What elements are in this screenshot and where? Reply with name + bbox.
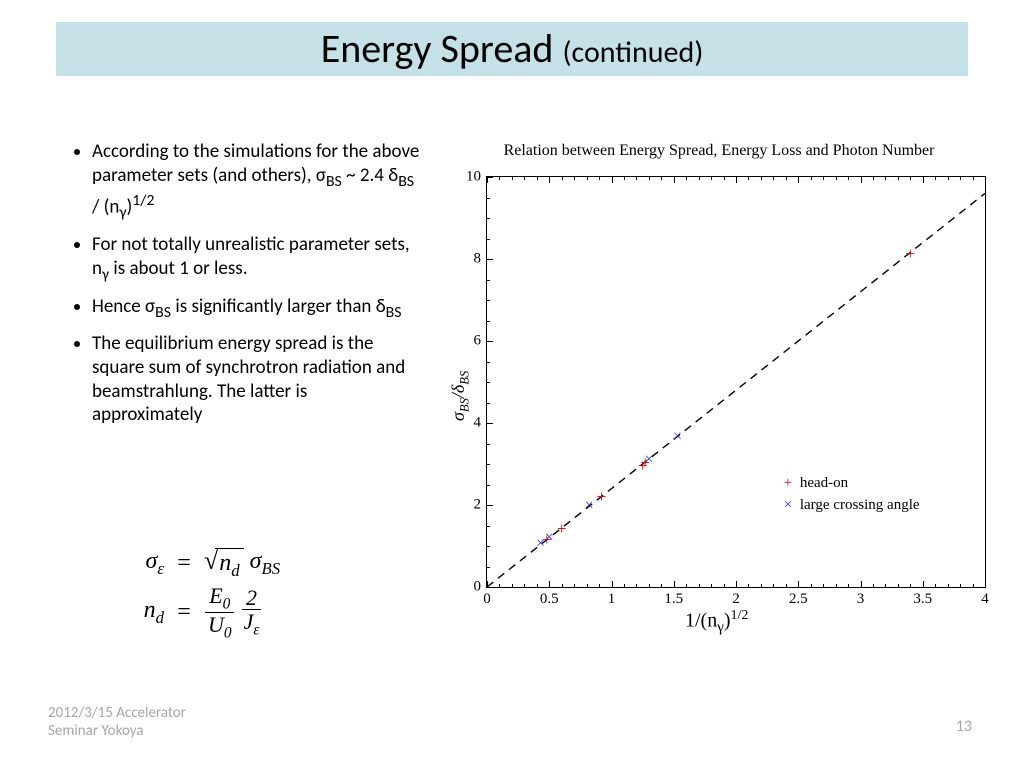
chart-xtick-label: 2.5 (789, 591, 808, 608)
title-bar: Energy Spread (continued) (56, 22, 968, 76)
chart-legend-row: +head-on (776, 472, 920, 494)
sqrt-wrap: √ nd (204, 548, 244, 580)
chart-fit-line (487, 177, 985, 587)
equation-n-d: nd = E0 U0 2 Jε (110, 584, 410, 642)
chart-marker-cross: × (545, 529, 554, 547)
eq-tail: σBS (250, 548, 281, 579)
chart-xtick-label: 1.5 (664, 591, 683, 608)
eq-lhs: nd (110, 597, 164, 628)
footer-date: 2012/3/15 Accelerator (48, 704, 186, 722)
chart-legend-row: ×large crossing angle (776, 494, 920, 516)
chart-marker-plus: + (557, 519, 567, 539)
fraction-denominator: U0 (204, 613, 236, 642)
chart-ytick-label: 0 (474, 579, 482, 596)
bullet-item: Hence σBS is significantly larger than δ… (92, 295, 420, 323)
bullet-item: The equilibrium energy spread is the squ… (92, 332, 420, 427)
eq-rhs: E0 U0 2 Jε (204, 584, 267, 642)
bullet-item: According to the simulations for the abo… (92, 140, 420, 223)
fraction-1: E0 U0 (204, 584, 236, 642)
chart-ytick-label: 6 (474, 333, 482, 350)
footer-page-number: 13 (956, 717, 972, 736)
fraction-numerator: 2 (242, 586, 261, 610)
equation-sigma-epsilon: σε = √ nd σBS (110, 548, 410, 580)
chart-xtick-label: 0.5 (540, 591, 559, 608)
eq-equals: = (164, 550, 204, 577)
chart-xtick-label: 2 (732, 591, 740, 608)
chart-marker-plus: + (542, 530, 552, 550)
fraction-2: 2 Jε (240, 586, 264, 639)
chart-legend-label: large crossing angle (800, 497, 920, 514)
chart-marker-cross: × (585, 497, 594, 515)
chart-legend-label: head-on (800, 475, 848, 492)
fraction-numerator: E0 (205, 584, 234, 614)
eq-rhs: √ nd σBS (204, 548, 280, 580)
chart-marker-plus: + (906, 244, 916, 264)
chart-ytick-label: 8 (474, 251, 482, 268)
chart-marker-plus: + (640, 453, 650, 473)
chart-marker-cross: × (644, 451, 653, 469)
bullet-item: For not totally unrealistic parameter se… (92, 233, 420, 284)
chart-marker-plus: + (638, 456, 648, 476)
chart-plot-area: 024681000.511.522.533.54++++++×××××+head… (486, 176, 986, 588)
chart-xtick-label: 1 (608, 591, 616, 608)
chart-ylabel: σBS/δBS (448, 371, 473, 421)
chart-xlabel: 1/(nγ)1/2 (685, 608, 748, 637)
chart-marker-plus: + (597, 487, 607, 507)
chart-ytick-label: 4 (474, 415, 482, 432)
title-sub: (continued) (562, 34, 703, 71)
chart-legend-marker: + (776, 475, 800, 492)
chart-xtick-label: 4 (981, 591, 989, 608)
chart-title: Relation between Energy Spread, Energy L… (440, 142, 998, 160)
footer-author: Seminar Yokoya (48, 722, 186, 740)
sqrt-radicand: nd (215, 548, 243, 580)
fraction-denominator: Jε (240, 610, 264, 639)
title-main: Energy Spread (321, 24, 563, 73)
chart-xtick-label: 3 (857, 591, 865, 608)
footer-left: 2012/3/15 Accelerator Seminar Yokoya (48, 704, 186, 740)
eq-equals: = (164, 599, 204, 626)
equations: σε = √ nd σBS nd = E0 U0 2 Jε (110, 548, 410, 646)
chart-marker-cross: × (673, 428, 682, 446)
chart-ytick-label: 2 (474, 497, 482, 514)
chart-legend: +head-on×large crossing angle (776, 472, 920, 516)
chart-legend-marker: × (776, 497, 800, 514)
chart-ytick-label: 10 (466, 169, 481, 186)
chart-xtick-label: 3.5 (913, 591, 932, 608)
slide: Energy Spread (continued) According to t… (0, 0, 1024, 768)
bullet-list: According to the simulations for the abo… (70, 140, 420, 437)
chart-xtick-label: 0 (483, 591, 491, 608)
eq-lhs: σε (110, 548, 164, 579)
chart-marker-cross: × (536, 535, 545, 553)
chart: Relation between Energy Spread, Energy L… (440, 142, 998, 642)
